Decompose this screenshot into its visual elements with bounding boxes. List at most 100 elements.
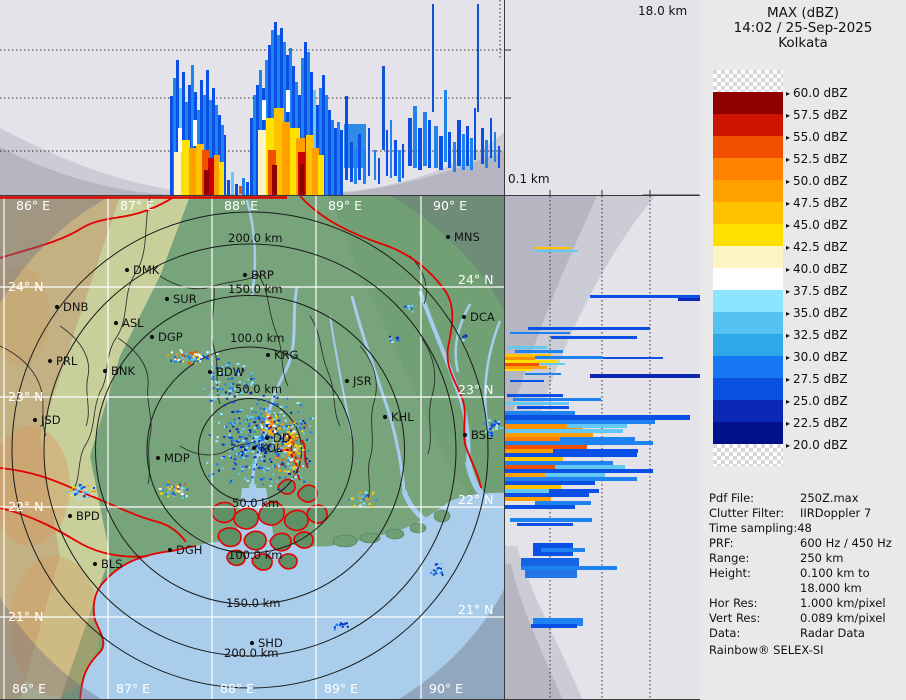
- echo-bar: [505, 402, 569, 405]
- echo-bar: [525, 570, 577, 578]
- color-scale-level-label: 37.5 dBZ: [793, 284, 848, 298]
- echo-bar: [505, 366, 547, 369]
- echo-bar: [286, 90, 290, 112]
- color-scale-band: [713, 224, 783, 246]
- color-scale-level-label: 45.0 dBZ: [793, 218, 848, 232]
- level-arrow-icon: ▸: [786, 287, 791, 296]
- echo-bar: [206, 70, 209, 196]
- station-label: KHL: [391, 410, 414, 424]
- map-terrain-east: [330, 196, 505, 496]
- echo-bar: [541, 548, 585, 552]
- echo-bar: [525, 373, 561, 375]
- echo-bar: [490, 118, 492, 158]
- echo-bar: [510, 332, 570, 334]
- level-arrow-icon: ▸: [786, 89, 791, 98]
- echo-bar: [505, 497, 551, 501]
- longitude-label: 90° E: [433, 198, 467, 213]
- level-arrow-icon: ▸: [786, 199, 791, 208]
- echo-bar: [510, 518, 592, 522]
- echo-bar: [246, 182, 249, 196]
- station-label: SUR: [173, 292, 197, 306]
- echo-bar: [453, 142, 456, 172]
- echo-bar: [590, 295, 700, 298]
- echo-bar: [301, 58, 304, 196]
- echo-bar: [290, 128, 300, 196]
- level-arrow-icon: ▸: [786, 331, 791, 340]
- echo-bar: [174, 152, 182, 196]
- info-label: Time sampling:: [709, 521, 798, 535]
- legend-title-block: MAX (dBZ) 14:02 / 25-Sep-2025 Kolkata: [700, 6, 906, 51]
- map-range-rings: [11, 211, 489, 689]
- station-dot: [149, 334, 155, 340]
- longitude-label: 87° E: [116, 681, 150, 696]
- color-scale-band: [713, 444, 783, 466]
- ring-distance-label: 200.0 km: [228, 231, 282, 245]
- echo-bar: [505, 469, 653, 473]
- echo-bar: [227, 180, 230, 196]
- station-label: PRL: [56, 354, 78, 368]
- info-label: Hor Res:: [709, 596, 758, 610]
- color-scale-band: [713, 246, 783, 268]
- echo-bar: [528, 327, 650, 330]
- right-profile-echo-bars: [505, 247, 700, 628]
- longitude-label: 89° E: [324, 681, 358, 696]
- echo-bar: [408, 118, 412, 166]
- info-value: Radar Data: [800, 626, 865, 640]
- echo-bar: [434, 126, 438, 168]
- echo-bar: [428, 120, 431, 168]
- ring-distance-label: 100.0 km: [230, 331, 284, 345]
- echo-bar: [535, 356, 603, 359]
- echo-bar: [545, 473, 605, 477]
- station-label: MDP: [164, 451, 190, 465]
- color-scale-level-label: 30.0 dBZ: [793, 350, 848, 364]
- radar-map: 200.0 km 150.0 km 100.0 km 50.0 km 50.0 km 10…: [0, 196, 505, 700]
- echo-bar: [191, 65, 194, 196]
- station-label: KRG: [274, 348, 298, 362]
- station-dot: [249, 640, 255, 646]
- latitude-label: 22° N: [8, 499, 43, 514]
- station-dot: [113, 320, 119, 326]
- echo-bar: [340, 130, 343, 196]
- station-label: JSR: [352, 374, 372, 388]
- echo-bar: [539, 363, 565, 365]
- height-axis-min-label: 0.1 km: [508, 172, 550, 186]
- top-profile-echo-bars: [170, 4, 500, 196]
- station-dot: [264, 435, 270, 441]
- station-label: DGH: [176, 543, 202, 557]
- echo-bar: [505, 420, 655, 424]
- echo-bar: [505, 489, 565, 493]
- top-profile-plot: [0, 0, 505, 196]
- color-scale-level-label: 60.0 dBZ: [793, 86, 848, 100]
- echo-bar: [678, 298, 700, 301]
- echo-bar: [534, 247, 572, 249]
- echo-bar: [505, 441, 653, 445]
- echo-bar: [515, 350, 563, 353]
- latitude-label: 24° N: [8, 279, 43, 294]
- echo-bar: [505, 493, 589, 497]
- ring-distance-label: 150.0 km: [228, 282, 282, 296]
- map-state-boundaries: [0, 196, 482, 700]
- echo-bar: [282, 122, 290, 196]
- echo-bar: [312, 148, 319, 196]
- station-dot: [102, 368, 108, 374]
- echo-bar: [510, 380, 544, 382]
- ring-distance-label: 50.0 km: [232, 496, 279, 510]
- latitude-label: 23° N: [8, 389, 43, 404]
- echo-bar: [505, 354, 551, 357]
- longitude-label: 89° E: [328, 198, 362, 213]
- level-arrow-icon: ▸: [786, 177, 791, 186]
- echo-bar: [494, 132, 496, 162]
- echo-bar: [354, 150, 357, 184]
- echo-bar: [204, 170, 209, 196]
- echo-bar: [505, 437, 575, 441]
- beam-blind-zone: [505, 196, 597, 426]
- station-dot: [445, 234, 451, 240]
- station-label: BSL: [471, 428, 493, 442]
- ring-distance-label: 200.0 km: [224, 646, 278, 660]
- info-label: Pdf File:: [709, 491, 755, 505]
- color-scale-band: [713, 136, 783, 158]
- echo-bar: [219, 162, 224, 196]
- software-brand: Rainbow® SELEX-SI: [709, 643, 824, 657]
- info-value: 600 Hz / 450 Hz: [800, 536, 892, 550]
- echo-bar: [521, 566, 617, 570]
